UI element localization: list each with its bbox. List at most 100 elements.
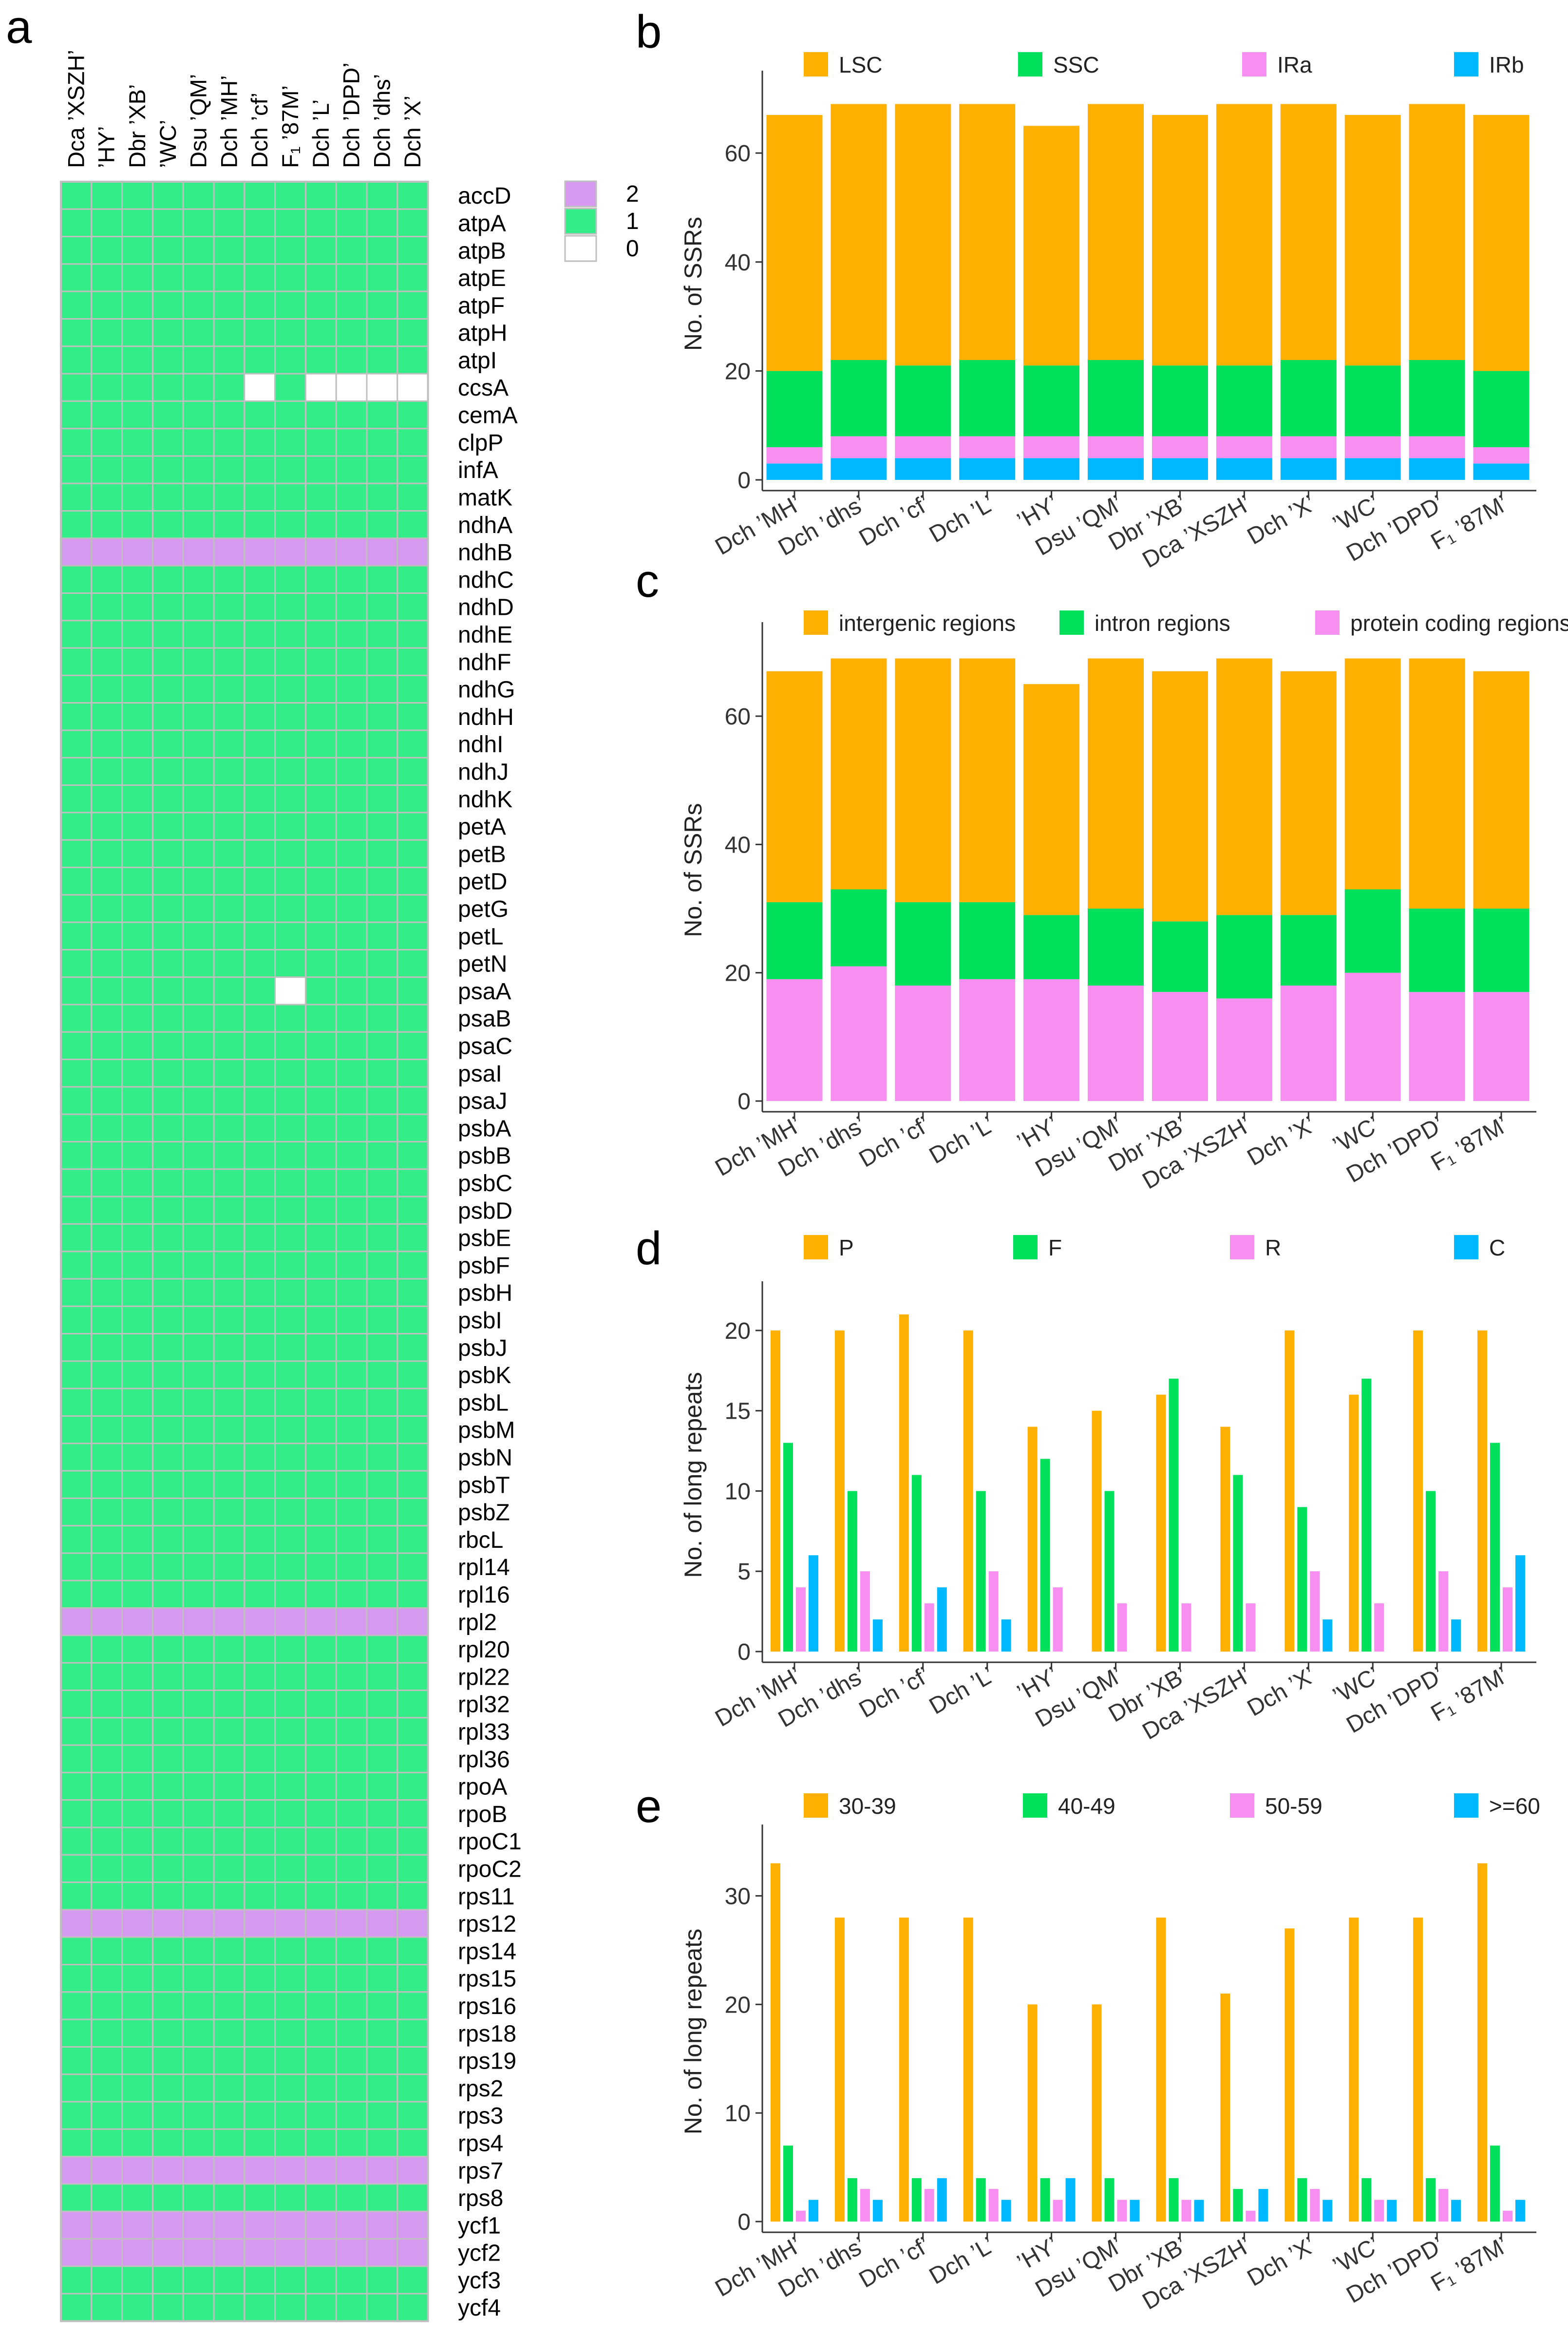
gene-label-petn: petN: [458, 951, 507, 977]
e-bar-50-59-7: [1181, 2200, 1191, 2222]
heatmap-cell-infa-10: [335, 455, 368, 484]
heatmap-cell-ycf3-12: [397, 2265, 429, 2295]
heatmap-cell-rps16-4: [151, 1991, 184, 2020]
heatmap-cell-rpl2-7: [244, 1607, 276, 1636]
heatmap-cell-matk-5: [182, 482, 215, 512]
heatmap-cell-petg-6: [213, 894, 246, 923]
heatmap-cell-psbm-8: [274, 1415, 306, 1445]
heatmap-cell-atpa-6: [213, 208, 246, 238]
heatmap-cell-psbl-4: [151, 1388, 184, 1417]
e-bar-60-9: [1322, 2200, 1333, 2222]
heatmap-cell-psbf-6: [213, 1251, 246, 1280]
gene-label-ndhi: ndhI: [458, 732, 503, 758]
heatmap-cell-psai-6: [213, 1059, 246, 1088]
heatmap-cell-ndhh-5: [182, 702, 215, 731]
heatmap-cell-psbt-1: [60, 1470, 93, 1499]
b-bar-ira-6: [1088, 436, 1144, 458]
gene-label-infa: infA: [458, 457, 498, 483]
b-y-axis-title: No. of SSRs: [680, 217, 707, 351]
d-bar-c-11: [1451, 1619, 1461, 1652]
d-ytick-label-0: 0: [737, 1639, 751, 1665]
heatmap-cell-psab-1: [60, 1004, 93, 1033]
d-bar-p-3: [899, 1314, 909, 1652]
panel-c-chart: intergenic regions intron regions protein …: [680, 610, 1568, 1195]
c-bar-protein-coding-regions-8: [1216, 998, 1272, 1101]
heatmap-cell-rpl36-10: [335, 1744, 368, 1773]
heatmap-cell-ycf3-10: [335, 2265, 368, 2295]
heatmap-cell-petg-8: [274, 894, 306, 923]
heatmap-cell-clpp-3: [121, 428, 153, 457]
heatmap-cell-ndhj-5: [182, 757, 215, 786]
heatmap-cell-atpf-1: [60, 290, 93, 320]
heatmap-cell-petg-9: [304, 894, 337, 923]
gene-label-petl: petL: [458, 924, 503, 950]
heatmap-cell-ndha-7: [244, 510, 276, 539]
heatmap-cell-psai-11: [366, 1059, 398, 1088]
c-bar-intron-regions-3: [895, 902, 951, 986]
heatmap-cell-ndhb-5: [182, 537, 215, 567]
heatmap-cell-ycf1-1: [60, 2210, 93, 2240]
heatmap-cell-rps12-12: [397, 1909, 429, 1938]
heatmap-cell-cema-8: [274, 400, 306, 430]
d-ytick-label-10: 10: [725, 1479, 751, 1504]
heatmap-cell-cema-5: [182, 400, 215, 430]
d-bar-r-5: [1053, 1587, 1063, 1652]
heatmap-cell-rpl22-6: [213, 1662, 246, 1691]
heatmap-cell-petl-8: [274, 921, 306, 950]
d-y-axis-title: No. of long repeats: [680, 1372, 707, 1578]
heatmap-cell-rps7-1: [60, 2156, 93, 2185]
e-bar-40-49-10: [1361, 2178, 1372, 2222]
heatmap-cell-atpa-4: [151, 208, 184, 238]
heatmap-cell-atpa-2: [91, 208, 123, 238]
heatmap-cell-clpp-5: [182, 428, 215, 457]
heatmap-cell-rps8-6: [213, 2183, 246, 2212]
heatmap-cell-rpoa-10: [335, 1771, 368, 1801]
heatmap-cell-ycf1-9: [304, 2210, 337, 2240]
c-bar-intergenic-regions-5: [1023, 684, 1080, 915]
heatmap-cell-atpb-8: [274, 236, 306, 265]
heatmap-cell-psbk-8: [274, 1360, 306, 1389]
heatmap-cell-psbz-1: [60, 1497, 93, 1527]
heatmap-cell-accd-9: [304, 181, 337, 210]
heatmap-cell-psbh-3: [121, 1278, 153, 1307]
heatmap-cell-petl-1: [60, 921, 93, 950]
c-legend-swatch-protein-coding-regions: [1315, 610, 1340, 635]
heatmap-cell-rpl2-10: [335, 1607, 368, 1636]
heatmap-cell-ycf1-12: [397, 2210, 429, 2240]
heatmap-cell-psbc-10: [335, 1168, 368, 1198]
heatmap-cell-rps19-6: [213, 2046, 246, 2075]
heatmap-cell-accd-7: [244, 181, 276, 210]
heatmap-cell-rps19-8: [274, 2046, 306, 2075]
heatmap-cell-rpoc1-5: [182, 1826, 215, 1856]
heatmap-cell-ndhd-1: [60, 592, 93, 622]
heatmap-cell-rpl22-5: [182, 1662, 215, 1691]
heatmap-cell-ycf4-11: [366, 2293, 398, 2322]
e-legend-swatch-30-39: [804, 1793, 828, 1818]
heatmap-cell-atpa-1: [60, 208, 93, 238]
heatmap-cell-psbi-5: [182, 1305, 215, 1335]
heatmap-cell-atph-2: [91, 318, 123, 347]
heatmap-cell-matk-12: [397, 482, 429, 512]
gene-label-rpoa: rpoA: [458, 1774, 507, 1800]
heatmap-cell-psbk-2: [91, 1360, 123, 1389]
heatmap-cell-atpb-6: [213, 236, 246, 265]
b-bar-ssc-2: [831, 360, 887, 437]
heatmap-cell-rbcl-12: [397, 1525, 429, 1554]
heatmap-cell-psbh-5: [182, 1278, 215, 1307]
heatmap-cell-psbm-11: [366, 1415, 398, 1445]
gene-label-rps11: rps11: [458, 1884, 515, 1910]
b-bar-ssc-9: [1280, 360, 1337, 437]
heatmap-cell-rpoc1-11: [366, 1826, 398, 1856]
heatmap-cell-atpa-5: [182, 208, 215, 238]
heatmap-cell-ndhf-5: [182, 647, 215, 676]
heatmap-cell-ndhf-2: [91, 647, 123, 676]
heatmap-cell-rpl36-11: [366, 1744, 398, 1773]
heatmap-cell-rpl33-10: [335, 1717, 368, 1746]
heatmap-cell-rps7-3: [121, 2156, 153, 2185]
heatmap-cell-accd-1: [60, 181, 93, 210]
heatmap-cell-psbc-12: [397, 1168, 429, 1198]
heatmap-cell-ycf2-6: [213, 2238, 246, 2267]
heatmap-cell-rbcl-6: [213, 1525, 246, 1554]
b-legend-swatch-ira: [1242, 52, 1266, 76]
b-legend-label-ssc: SSC: [1053, 52, 1099, 77]
